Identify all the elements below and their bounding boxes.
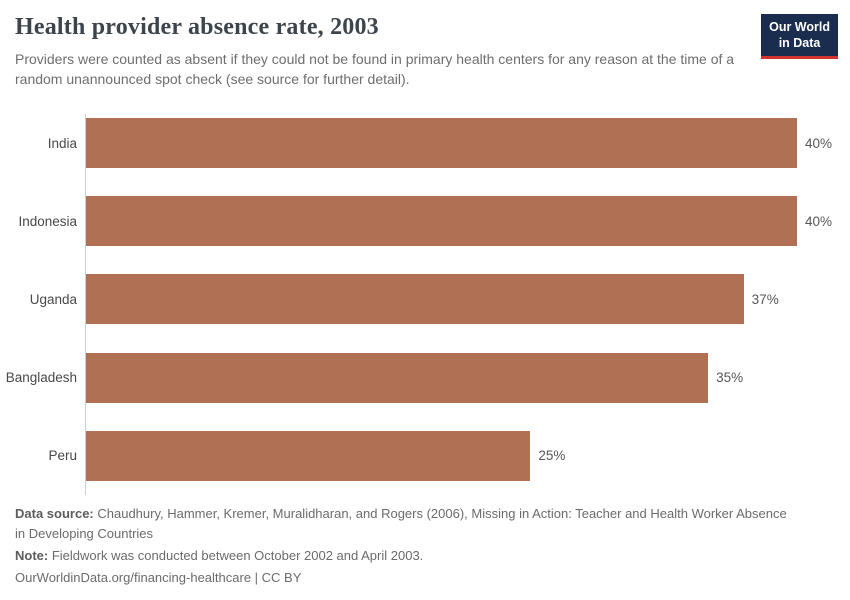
owid-logo-line1: Our World: [769, 20, 830, 34]
data-source-line: Data source: Chaudhury, Hammer, Kremer, …: [15, 504, 787, 544]
bar-chart: India 40% Indonesia 40% Uganda 37% Bangladesh 3…: [0, 104, 850, 495]
bar-india[interactable]: [86, 118, 797, 169]
bar-bangladesh[interactable]: [86, 352, 709, 403]
y-axis-line: [85, 114, 86, 495]
note-text: Fieldwork was conducted between October …: [48, 548, 424, 563]
owid-logo-line2: in Data: [778, 35, 821, 50]
bar-row: Indonesia 40%: [0, 182, 850, 260]
data-source-label: Data source:: [15, 506, 94, 521]
data-source-text: Chaudhury, Hammer, Kremer, Muralidharan,…: [15, 506, 787, 541]
chart-footer: Data source: Chaudhury, Hammer, Kremer, …: [15, 504, 787, 590]
value-label: 37%: [751, 291, 779, 307]
bar-row: Uganda 37%: [0, 260, 850, 338]
category-label: Uganda: [29, 291, 77, 307]
chart-header: Health provider absence rate, 2003 Provi…: [15, 14, 838, 90]
owid-logo[interactable]: Our World in Data: [761, 14, 838, 60]
category-label: Indonesia: [18, 213, 77, 229]
bar-row: Peru 25%: [0, 417, 850, 495]
category-label: Peru: [48, 448, 77, 464]
bar-peru[interactable]: [86, 430, 531, 481]
category-label: India: [47, 135, 77, 151]
bar-uganda[interactable]: [86, 274, 744, 325]
bar-row: Bangladesh 35%: [0, 339, 850, 417]
bars-container: India 40% Indonesia 40% Uganda 37% Bangladesh 3…: [0, 104, 850, 495]
bar-row: India 40%: [0, 104, 850, 182]
value-label: 40%: [805, 135, 833, 151]
chart-subtitle: Providers were counted as absent if they…: [15, 51, 735, 88]
attribution-line[interactable]: OurWorldinData.org/financing-healthcare …: [15, 570, 302, 585]
value-label: 35%: [716, 370, 744, 386]
bar-indonesia[interactable]: [86, 196, 797, 247]
value-label: 25%: [538, 448, 566, 464]
note-label: Note:: [15, 548, 49, 563]
category-label: Bangladesh: [5, 370, 77, 386]
note-line: Note: Fieldwork was conducted between Oc…: [15, 546, 787, 566]
value-label: 40%: [805, 213, 833, 229]
page-title: Health provider absence rate, 2003: [15, 14, 379, 40]
